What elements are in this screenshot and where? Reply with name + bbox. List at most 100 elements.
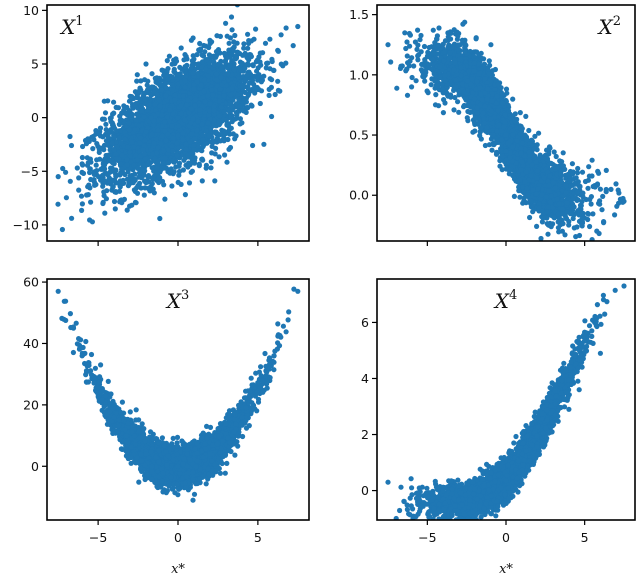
scatter-point xyxy=(257,50,263,56)
scatter-point xyxy=(203,165,209,171)
scatter-point xyxy=(183,74,189,80)
scatter-point xyxy=(415,57,421,63)
scatter-point xyxy=(169,82,175,88)
scatter-point xyxy=(241,45,247,51)
scatter-point xyxy=(182,84,188,90)
scatter-point xyxy=(511,193,517,199)
scatter-point xyxy=(102,170,109,176)
scatter-point xyxy=(130,180,136,186)
scatter-point xyxy=(240,129,246,135)
scatter-point xyxy=(404,92,411,98)
scatter-point xyxy=(199,59,206,65)
scatter-point xyxy=(113,104,119,110)
scatter-point xyxy=(105,98,111,104)
scatter-point xyxy=(239,60,245,66)
scatter-point xyxy=(226,146,232,152)
scatter-point xyxy=(109,140,115,146)
scatter-point xyxy=(79,201,85,207)
scatter-point xyxy=(132,199,138,205)
scatter-point xyxy=(212,178,218,184)
scatter-point xyxy=(456,109,462,115)
scatter-point xyxy=(164,114,170,120)
scatter-point xyxy=(164,69,170,75)
scatter-point xyxy=(264,60,270,66)
scatter-point xyxy=(269,113,275,120)
scatter-point xyxy=(143,61,149,67)
scatter-point xyxy=(172,92,178,98)
scatter-point xyxy=(231,44,237,50)
scatter-point xyxy=(275,78,281,84)
scatter-point xyxy=(213,49,220,55)
scatter-point xyxy=(239,82,245,89)
scatter-point xyxy=(217,33,223,40)
scatter-point xyxy=(79,161,85,167)
scatter-point xyxy=(106,158,112,164)
scatter-point xyxy=(159,112,165,118)
scatter-point xyxy=(183,146,189,152)
scatter-point xyxy=(55,201,61,207)
scatter-point xyxy=(154,91,160,97)
scatter-point xyxy=(271,67,277,73)
scatter-point xyxy=(183,141,189,148)
scatter-point xyxy=(200,136,206,143)
scatter-point xyxy=(197,40,203,47)
scatter-point xyxy=(150,151,156,157)
scatter-point xyxy=(407,43,413,49)
scatter-point xyxy=(184,56,190,62)
scatter-point xyxy=(269,77,275,83)
scatter-point xyxy=(111,198,118,205)
scatter-point xyxy=(224,159,230,165)
scatter-point xyxy=(278,61,284,67)
scatter-point xyxy=(217,86,223,92)
scatter-point xyxy=(151,190,157,196)
scatter-point xyxy=(201,42,207,49)
scatter-point xyxy=(169,123,175,129)
scatter-point xyxy=(142,137,148,143)
scatter-point xyxy=(165,160,172,166)
scatter-point xyxy=(241,41,247,47)
scatter-point xyxy=(225,71,231,77)
scatter-point xyxy=(269,58,275,65)
scatter-point xyxy=(167,127,174,134)
scatter-point xyxy=(185,97,191,103)
scatter-point xyxy=(191,147,197,153)
scatter-point xyxy=(217,138,223,144)
scatter-point xyxy=(182,192,188,198)
scatter-point xyxy=(201,88,207,94)
scatter-point xyxy=(209,87,215,93)
scatter-point xyxy=(258,79,264,85)
scatter-point xyxy=(217,98,223,104)
panel-x2: 0.00.51.01.5X2 xyxy=(349,4,636,246)
scatter-point xyxy=(241,52,248,58)
scatter-point xyxy=(101,189,107,195)
scatter-point xyxy=(177,64,183,70)
scatter-point xyxy=(227,62,233,69)
scatter-point xyxy=(414,46,420,53)
scatter-point xyxy=(225,136,231,143)
scatter-point xyxy=(192,103,198,109)
scatter-point xyxy=(167,86,173,92)
scatter-point xyxy=(106,175,112,181)
scatter-point xyxy=(174,152,180,159)
scatter-point xyxy=(180,93,186,99)
scatter-point xyxy=(243,77,249,83)
scatter-point xyxy=(404,39,410,45)
scatter-point xyxy=(188,65,194,71)
scatter-point xyxy=(124,104,130,111)
scatter-point xyxy=(222,152,228,158)
scatter-point xyxy=(88,176,94,183)
scatter-point xyxy=(112,167,118,173)
scatter-point xyxy=(182,117,188,123)
scatter-point xyxy=(144,82,150,88)
scatter-point xyxy=(215,61,221,67)
scatter-point xyxy=(157,215,163,222)
scatter-point xyxy=(162,119,168,125)
scatter-point xyxy=(69,215,75,221)
scatter-point xyxy=(97,125,104,131)
scatter-point xyxy=(59,226,65,233)
scatter-point xyxy=(100,200,106,207)
scatter-point xyxy=(111,161,117,167)
scatter-point xyxy=(185,152,191,158)
scatter-point xyxy=(195,118,201,124)
